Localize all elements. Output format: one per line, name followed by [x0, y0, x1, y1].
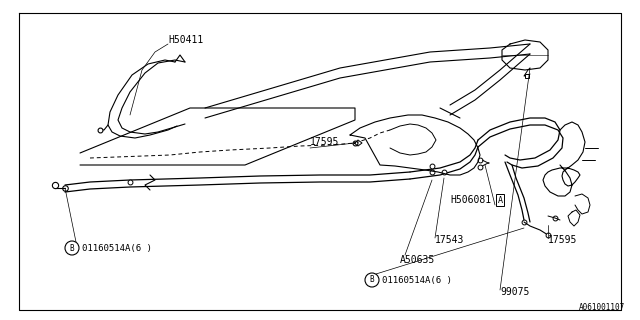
Text: 99075: 99075 [500, 287, 529, 297]
Text: B: B [370, 276, 374, 284]
Text: 01160514A(6 ): 01160514A(6 ) [382, 276, 452, 284]
Text: B: B [70, 244, 74, 252]
Text: H506081: H506081 [450, 195, 491, 205]
Text: A061001107: A061001107 [579, 303, 625, 312]
Text: 17543: 17543 [435, 235, 465, 245]
Text: 17595: 17595 [548, 235, 577, 245]
Text: A: A [497, 196, 502, 204]
Text: A50635: A50635 [400, 255, 435, 265]
Text: H50411: H50411 [168, 35, 204, 45]
Text: 17595: 17595 [310, 137, 339, 147]
Text: 01160514A(6 ): 01160514A(6 ) [82, 244, 152, 252]
